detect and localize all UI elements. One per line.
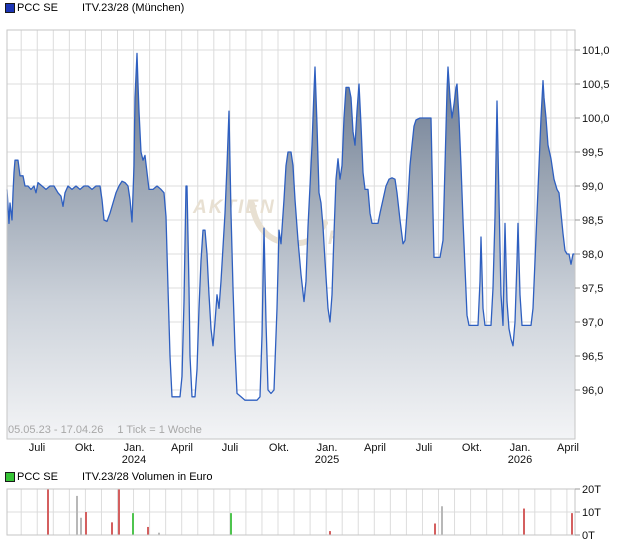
volume-bar xyxy=(441,506,443,535)
x-axis-label: Juli xyxy=(415,442,433,454)
volume-bar xyxy=(47,489,49,535)
y-axis-tick-label: 100,0 xyxy=(582,113,610,125)
volume-bar xyxy=(118,489,120,535)
y-axis-tick-label: 98,5 xyxy=(582,215,603,227)
x-axis-label: Jan. 2026 xyxy=(496,442,544,466)
volume-bar xyxy=(329,531,331,535)
y-axis-tick-label: 96,5 xyxy=(582,351,603,363)
tick-resolution-label: 1 Tick = 1 Woche xyxy=(117,424,202,436)
y-axis-tick-label: 99,5 xyxy=(582,147,603,159)
volume-chart-title: ITV.23/28 Volumen in Euro xyxy=(82,471,213,483)
x-axis-label: Okt. xyxy=(74,442,96,454)
volume-bar xyxy=(523,508,525,535)
y-axis-tick-label: 98,0 xyxy=(582,249,603,261)
volume-bar xyxy=(571,513,573,535)
volume-bar xyxy=(147,526,149,535)
volume-bar xyxy=(132,513,134,535)
y-axis-tick-label: 101,0 xyxy=(582,45,610,57)
y-axis-tick-label: 100,5 xyxy=(582,79,610,91)
volume-bar xyxy=(80,517,82,535)
y-axis-tick-label: 99,0 xyxy=(582,181,603,193)
volume-series-name: PCC SE xyxy=(17,471,58,483)
x-axis-year-label: 2026 xyxy=(507,454,533,466)
volume-series-marker-icon xyxy=(5,472,15,482)
x-axis-label: April xyxy=(556,442,579,454)
x-axis-labels: Juli Okt. Jan. 2024 April Juli Okt. Jan. 2025 Apr… xyxy=(0,442,620,468)
price-line xyxy=(6,52,575,401)
x-axis-label: Okt. xyxy=(268,442,290,454)
volume-bar xyxy=(434,523,436,535)
volume-axis-tick-label: 20T xyxy=(582,484,601,496)
volume-bar xyxy=(85,512,87,535)
x-axis-label: April xyxy=(363,442,386,454)
chart-info-line: 05.05.23 - 17.04.26 1 Tick = 1 Woche xyxy=(8,424,216,436)
price-series-marker-icon xyxy=(5,3,15,13)
x-axis-label: Jan. 2024 xyxy=(110,442,158,466)
x-axis-label: Juli xyxy=(221,442,239,454)
price-series-name: PCC SE xyxy=(17,2,58,14)
volume-axis-tick-label: 0T xyxy=(582,530,595,542)
x-axis-label: Jan. 2025 xyxy=(303,442,351,466)
x-axis-label: April xyxy=(170,442,193,454)
y-axis-tick-label: 96,0 xyxy=(582,385,603,397)
x-axis-label: Okt. xyxy=(461,442,483,454)
volume-bar xyxy=(158,532,160,535)
price-area-fill xyxy=(7,53,575,440)
x-axis-year-label: 2024 xyxy=(121,454,147,466)
volume-bar xyxy=(230,513,232,535)
price-plot-border xyxy=(6,29,576,440)
x-axis-year-label: 2025 xyxy=(314,454,340,466)
volume-bar xyxy=(76,495,78,535)
volume-axis-tick-label: 10T xyxy=(582,507,601,519)
volume-bar xyxy=(111,522,113,535)
x-axis-label: Juli xyxy=(28,442,46,454)
watermark-text: AKTIEN xyxy=(192,197,276,218)
y-axis-tick-label: 97,5 xyxy=(582,283,603,295)
price-chart-title: ITV.23/28 (München) xyxy=(82,2,185,14)
date-range-label: 05.05.23 - 17.04.26 xyxy=(8,424,104,436)
price-chart-legend: PCC SE ITV.23/28 (München) xyxy=(0,2,620,15)
volume-chart-legend: PCC SE ITV.23/28 Volumen in Euro xyxy=(0,471,620,484)
y-axis-tick-label: 97,0 xyxy=(582,317,603,329)
